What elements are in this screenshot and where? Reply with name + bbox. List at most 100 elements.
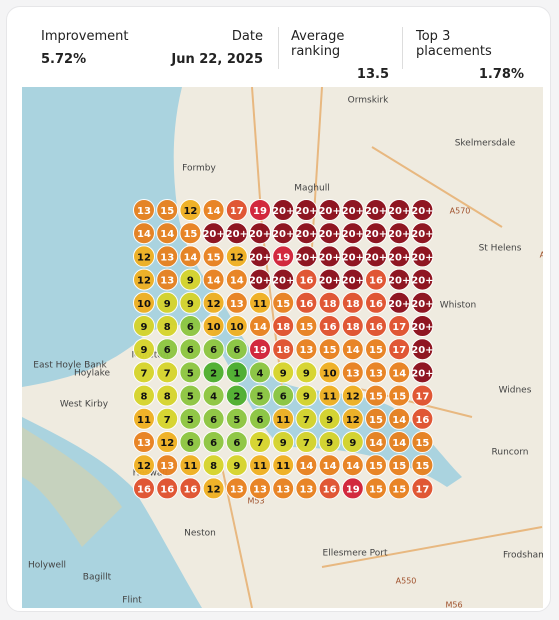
rank-pin — [365, 454, 387, 477]
rank-label: 2 — [210, 368, 217, 379]
rank-label: 1 — [233, 368, 240, 379]
rank-pin — [411, 407, 434, 430]
rank-pin — [388, 245, 411, 268]
rank-label: 15 — [392, 461, 406, 472]
rank-pin — [295, 315, 318, 337]
rank-pin — [341, 291, 364, 314]
rank-pin — [225, 291, 248, 314]
rank-label: 20+ — [342, 229, 364, 240]
divider — [402, 27, 403, 69]
rank-pin — [179, 431, 202, 453]
rank-pin — [225, 245, 248, 268]
rank-pin — [411, 338, 434, 361]
rank-label: 20+ — [365, 206, 387, 217]
rank-label: 20+ — [411, 299, 433, 310]
rank-label: 16 — [369, 322, 383, 333]
rank-pin — [202, 431, 225, 453]
rank-label: 5 — [187, 368, 194, 379]
rank-label: 14 — [137, 229, 151, 240]
place-label: West Kirby — [60, 400, 109, 410]
rank-pin — [365, 222, 387, 245]
road-label: A569 — [540, 251, 543, 260]
rank-pin — [295, 454, 318, 477]
rank-pin — [295, 268, 318, 291]
place-label: Widnes — [499, 386, 532, 396]
rank-label: 16 — [323, 322, 337, 333]
rank-label: 10 — [230, 322, 244, 333]
stat: Average ranking 13.5 — [291, 29, 389, 82]
rank-pin — [318, 431, 341, 453]
place-label: Hoylake — [74, 369, 111, 379]
rank-label: 17 — [415, 484, 429, 495]
rank-pin — [365, 338, 387, 361]
rank-pin — [295, 245, 318, 268]
rank-label: 7 — [164, 368, 171, 379]
rank-label: 4 — [210, 392, 217, 403]
rank-pin — [156, 361, 179, 384]
rank-label: 20+ — [411, 322, 433, 333]
rank-label: 7 — [303, 438, 310, 449]
rank-pin — [318, 199, 341, 221]
rank-label: 9 — [233, 461, 240, 472]
rank-pin — [249, 477, 271, 500]
rank-label: 16 — [323, 484, 337, 495]
rank-pin — [411, 291, 434, 314]
rank-label: 6 — [280, 392, 287, 403]
rank-label: 7 — [164, 415, 171, 426]
rank-pin — [388, 431, 411, 453]
rank-pin — [249, 245, 271, 268]
rank-pin — [365, 291, 387, 314]
rank-label: 16 — [369, 299, 383, 310]
rank-pin — [179, 315, 202, 337]
rank-label: 14 — [369, 438, 383, 449]
rank-pin — [365, 361, 387, 384]
rank-pin — [156, 315, 179, 337]
rank-pin — [179, 384, 202, 407]
rank-pin — [365, 407, 387, 430]
card: Improvement 5.72% Date Jun 22, 2025 Averag… — [6, 6, 551, 612]
rank-label: 13 — [230, 299, 244, 310]
rank-pin — [156, 222, 179, 245]
rank-pin — [272, 454, 295, 477]
rank-label: 16 — [299, 276, 313, 287]
rank-label: 15 — [160, 206, 174, 217]
rank-label: 14 — [323, 461, 337, 472]
rank-label: 12 — [230, 252, 244, 263]
rank-pin — [411, 199, 434, 221]
rank-pin — [133, 291, 155, 314]
road-label: A570 — [450, 207, 471, 216]
rank-label: 20+ — [411, 368, 433, 379]
rank-label: 11 — [183, 461, 197, 472]
rank-label: 12 — [137, 252, 151, 263]
rank-pin — [272, 384, 295, 407]
rank-pin — [225, 222, 248, 245]
rank-pin — [411, 361, 434, 384]
rank-pin — [202, 245, 225, 268]
rank-label: 20+ — [249, 229, 271, 240]
rank-pin — [411, 268, 434, 291]
rank-pin — [225, 315, 248, 337]
rank-label: 11 — [276, 415, 290, 426]
rank-pin — [341, 431, 364, 453]
rank-label: 7 — [141, 368, 148, 379]
rank-pin — [388, 454, 411, 477]
rank-label: 20+ — [318, 252, 340, 263]
rank-label: 20+ — [272, 229, 294, 240]
rank-pin — [225, 407, 248, 430]
rank-label: 20+ — [411, 229, 433, 240]
rank-label: 20+ — [411, 252, 433, 263]
rank-label: 13 — [346, 368, 360, 379]
rank-label: 20+ — [295, 229, 317, 240]
rank-pin — [249, 338, 271, 361]
rank-pin — [411, 454, 434, 477]
rank-pin — [179, 268, 202, 291]
rank-pin — [225, 384, 248, 407]
rank-label: 14 — [346, 345, 360, 356]
rank-pin — [388, 291, 411, 314]
divider — [278, 27, 279, 69]
rank-pin — [179, 407, 202, 430]
rank-label: 15 — [415, 461, 429, 472]
rank-label: 11 — [253, 461, 267, 472]
place-label: Ellesmere Port — [323, 549, 388, 559]
rank-pin — [341, 268, 364, 291]
